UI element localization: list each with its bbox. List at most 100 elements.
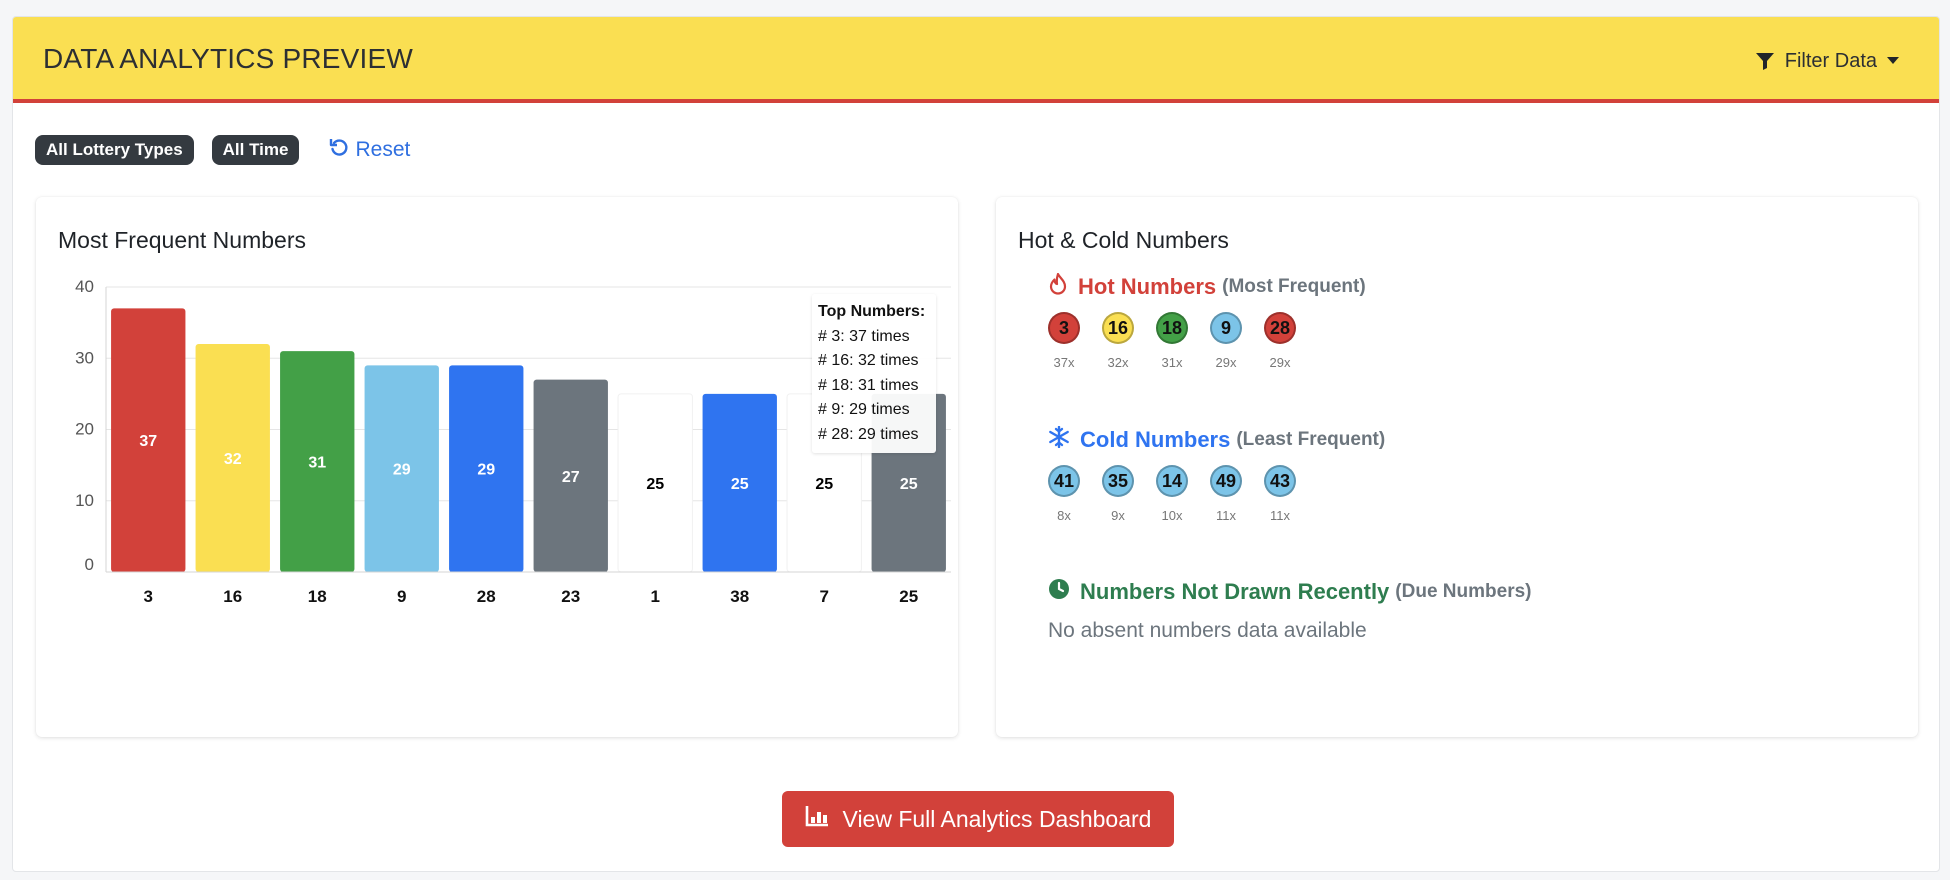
hot-number-ball: 28	[1264, 312, 1296, 344]
bar-value-label: 31	[308, 455, 326, 472]
cold-number-count: 11x	[1270, 508, 1290, 523]
reset-label: Reset	[355, 138, 411, 161]
bar-value-label: 27	[562, 469, 580, 486]
hot-ball-item: 28 29x	[1264, 312, 1318, 370]
bar	[702, 393, 777, 572]
bar-value-label: 29	[393, 462, 411, 479]
bar	[364, 365, 439, 572]
due-numbers-label: Numbers Not Drawn Recently	[1080, 578, 1390, 604]
chart-tooltip: Top Numbers: # 3: 37 times # 16: 32 time…	[812, 294, 936, 453]
tooltip-line: # 28: 29 times	[818, 425, 919, 443]
cold-ball-item: 49 11x	[1210, 465, 1264, 523]
tooltip-line: # 9: 29 times	[818, 401, 910, 418]
cold-number-count: 11x	[1216, 508, 1236, 523]
tooltip-line: # 18: 31 times	[818, 376, 919, 394]
y-tick-label: 40	[75, 277, 94, 296]
x-tick-label: 23	[561, 587, 580, 606]
cold-number-ball: 49	[1210, 465, 1242, 497]
clock-icon	[1048, 578, 1070, 605]
y-tick-label: 10	[75, 491, 94, 510]
cold-number-balls: 41 8x 35 9x 14 10x 49 11x 43 11x	[1048, 465, 1385, 523]
hot-ball-item: 9 29x	[1210, 312, 1264, 370]
cold-number-ball: 35	[1102, 465, 1134, 497]
hot-number-ball: 16	[1102, 312, 1134, 344]
hot-number-ball: 18	[1156, 312, 1188, 344]
hot-numbers-sub: (Most Frequent)	[1222, 275, 1366, 297]
fire-icon	[1048, 272, 1068, 300]
cold-number-ball: 14	[1156, 465, 1188, 497]
cold-ball-item: 35 9x	[1102, 465, 1156, 523]
analytics-preview-panel: DATA ANALYTICS PREVIEW Filter Data All L…	[12, 16, 1940, 872]
hot-numbers-label: Hot Numbers	[1078, 273, 1217, 299]
x-tick-label: 28	[477, 587, 496, 606]
cold-ball-item: 43 11x	[1264, 465, 1318, 523]
filter-icon	[1755, 51, 1775, 71]
y-tick-label: 20	[75, 420, 94, 439]
cold-number-ball: 43	[1264, 465, 1296, 497]
tooltip-title: Top Numbers:	[818, 303, 926, 320]
filter-data-label: Filter Data	[1784, 49, 1877, 72]
hot-numbers-section: Hot Numbers (Most Frequent) 3 37x 16 32x 18 3…	[1048, 272, 1366, 370]
bar	[449, 365, 524, 572]
x-tick-label: 9	[397, 587, 406, 606]
hot-number-ball: 3	[1048, 312, 1080, 344]
bar-value-label: 29	[477, 462, 495, 479]
due-numbers-section: Numbers Not Drawn Recently (Due Numbers)…	[1048, 578, 1531, 643]
undo-icon	[329, 137, 349, 163]
hot-ball-item: 16 32x	[1102, 312, 1156, 370]
hot-number-ball: 9	[1210, 312, 1242, 344]
snowflake-icon	[1048, 425, 1070, 453]
most-frequent-title: Most Frequent Numbers	[58, 227, 306, 253]
bar	[195, 344, 270, 572]
hot-number-count: 29x	[1215, 355, 1237, 370]
filter-chip-lottery-type[interactable]: All Lottery Types	[35, 135, 194, 165]
view-dashboard-label: View Full Analytics Dashboard	[842, 805, 1152, 832]
filter-chip-time-range[interactable]: All Time	[211, 135, 300, 165]
due-numbers-empty-message: No absent numbers data available	[1048, 619, 1367, 642]
header-bar: DATA ANALYTICS PREVIEW Filter Data	[13, 17, 1939, 103]
tooltip-line: # 3: 37 times	[818, 327, 910, 345]
hot-ball-item: 18 31x	[1156, 312, 1210, 370]
view-dashboard-button[interactable]: View Full Analytics Dashboard	[782, 791, 1174, 847]
bar	[280, 351, 355, 572]
active-filters: All Lottery Types All Time Reset	[35, 135, 410, 165]
cold-number-ball: 41	[1048, 465, 1080, 497]
reset-button[interactable]: Reset	[329, 137, 410, 163]
cold-numbers-label: Cold Numbers	[1080, 426, 1231, 452]
cold-ball-item: 14 10x	[1156, 465, 1210, 523]
chart-icon	[805, 805, 829, 833]
y-tick-label: 0	[85, 555, 94, 574]
hot-number-balls: 3 37x 16 32x 18 31x 9 29x 28 29x	[1048, 312, 1366, 370]
hot-number-count: 29x	[1269, 355, 1291, 370]
filter-data-dropdown[interactable]: Filter Data	[1755, 45, 1899, 77]
cold-numbers-section: Cold Numbers (Least Frequent) 41 8x 35 9x 14…	[1048, 425, 1386, 523]
cold-ball-item: 41 8x	[1048, 465, 1102, 523]
x-tick-label: 16	[223, 587, 242, 606]
most-frequent-card: Most Frequent Numbers 0 10 20 30 40 37 3 32 16 31…	[36, 197, 958, 737]
bar-value-label: 32	[224, 451, 242, 468]
cold-numbers-sub: (Least Frequent)	[1236, 428, 1386, 450]
bar-value-label: 25	[900, 476, 918, 493]
hot-number-count: 31x	[1161, 355, 1183, 370]
bar-value-label: 37	[139, 433, 157, 450]
hot-cold-title: Hot & Cold Numbers	[1018, 227, 1229, 253]
bar-value-label: 25	[646, 476, 664, 493]
page-title: DATA ANALYTICS PREVIEW	[43, 43, 414, 74]
tooltip-line: # 16: 32 times	[818, 352, 919, 369]
y-tick-label: 30	[75, 348, 94, 367]
x-tick-label: 1	[651, 587, 660, 606]
bar	[111, 308, 186, 572]
hot-number-count: 37x	[1053, 355, 1075, 370]
x-tick-label: 7	[820, 587, 829, 606]
caret-down-icon	[1887, 57, 1899, 65]
cold-number-count: 8x	[1057, 508, 1071, 523]
bar	[533, 379, 608, 572]
hot-number-count: 32x	[1107, 355, 1129, 370]
cold-number-count: 10x	[1161, 508, 1183, 523]
x-tick-label: 38	[730, 587, 749, 606]
cold-number-count: 9x	[1111, 508, 1125, 523]
x-tick-label: 25	[899, 587, 918, 606]
x-tick-label: 3	[144, 587, 153, 606]
x-tick-label: 18	[308, 587, 327, 606]
hot-ball-item: 3 37x	[1048, 312, 1102, 370]
